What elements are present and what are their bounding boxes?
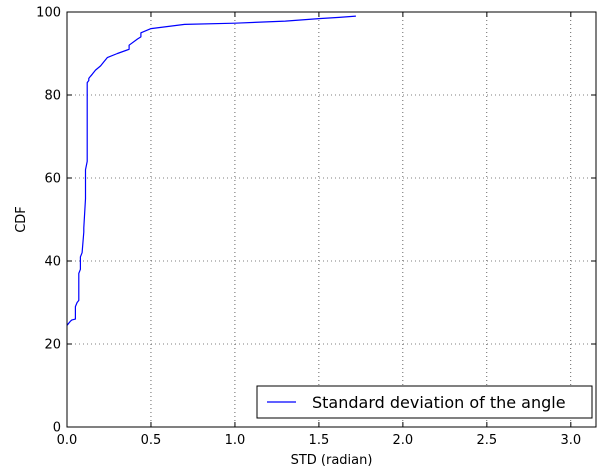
y-tick-label: 80 bbox=[44, 89, 61, 104]
series-line bbox=[66, 15, 356, 326]
series-lines bbox=[66, 15, 356, 326]
grid-lines bbox=[67, 12, 596, 427]
y-tick-label: 40 bbox=[44, 255, 61, 270]
x-tick-label: 1.5 bbox=[309, 433, 330, 448]
y-tick-label: 100 bbox=[36, 6, 61, 21]
x-tick-label: 0.0 bbox=[57, 433, 78, 448]
x-tick-label: 2.0 bbox=[393, 433, 414, 448]
x-tick-label: 2.5 bbox=[476, 433, 497, 448]
y-axis-label: CDF bbox=[14, 206, 29, 233]
legend-entry-label: Standard deviation of the angle bbox=[312, 393, 566, 412]
plot-frame bbox=[66, 11, 597, 428]
axis-ticks bbox=[66, 11, 596, 428]
x-tick-label: 0.5 bbox=[141, 433, 162, 448]
x-axis-label: STD (radian) bbox=[291, 453, 373, 468]
x-tick-label: 1.0 bbox=[225, 433, 246, 448]
y-tick-label: 60 bbox=[44, 172, 61, 187]
tick-labels: 0.0 0.5 1.0 1.5 2.0 2.5 3.0 0 20 40 60 80 100 bbox=[36, 6, 581, 449]
y-tick-label: 0 bbox=[53, 421, 61, 436]
legend: Standard deviation of the angle bbox=[256, 385, 593, 419]
y-tick-label: 20 bbox=[44, 338, 61, 353]
legend-box bbox=[256, 385, 593, 419]
x-tick-label: 3.0 bbox=[560, 433, 581, 448]
